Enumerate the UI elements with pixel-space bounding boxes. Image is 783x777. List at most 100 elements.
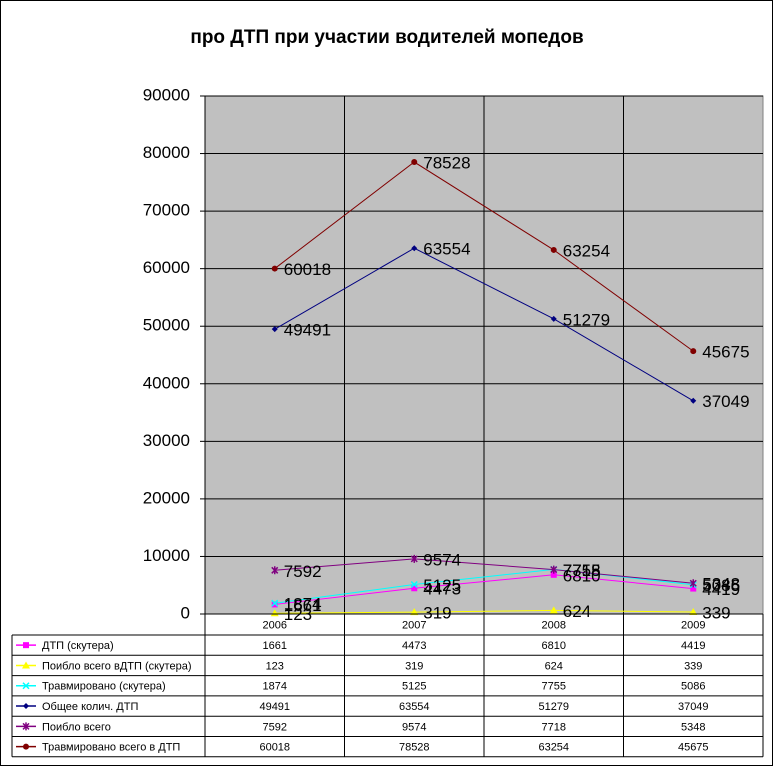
series-line [274,568,694,604]
table-cell: 4473 [402,640,426,652]
table-cell: 319 [405,660,423,672]
table-cell: 78528 [399,742,430,754]
data-label: 45675 [702,343,749,362]
y-tick-label: 20000 [143,488,190,507]
marker [410,554,418,563]
marker [411,245,418,252]
legend-label: Травмировано (скутера) [42,681,166,693]
data-label: 37049 [702,392,749,411]
data-label: 60018 [284,260,331,279]
marker [410,608,419,616]
marker [22,722,30,731]
y-tick-label: 70000 [143,201,190,220]
table-cell: 7592 [263,721,287,733]
marker [690,585,697,592]
table-cell: 63554 [399,701,430,713]
y-tick-label: 40000 [143,373,190,392]
data-label: 339 [702,604,730,623]
marker [23,743,29,750]
table-cell: 123 [266,660,284,672]
legend-entry: Поибло всего [16,721,111,733]
table-cell: 49491 [259,701,290,713]
series-line [274,574,694,605]
marker [410,580,418,589]
y-tick-label: 60000 [143,258,190,277]
table-cell: 1874 [263,681,287,693]
data-label: 4419 [702,580,740,599]
marker [270,609,279,617]
table-cell: 45675 [678,742,709,754]
marker [411,585,418,592]
marker [549,606,558,614]
data-label: 319 [423,604,451,623]
y-tick-label: 50000 [143,316,190,335]
data-label: 63254 [563,241,610,260]
data-label: 51279 [563,310,610,329]
marker [411,159,418,166]
legend-label: Общее колич. ДТП [42,701,138,713]
data-label: 1661 [284,596,322,615]
table-cell: 1661 [263,640,287,652]
y-tick-label: 0 [181,603,190,622]
data-label: 9574 [423,550,461,569]
data-label: 5348 [702,575,740,594]
legend-entry: Травмировано (скутера) [16,681,166,693]
marker [22,682,30,690]
table-cell: 6810 [542,640,566,652]
data-label: 49491 [284,321,331,340]
data-label: 63554 [423,240,470,259]
table-cell: 5086 [681,681,705,693]
data-label: 4473 [423,580,461,599]
data-label: 7718 [563,561,601,580]
series-line [274,558,694,584]
y-tick-label: 30000 [143,431,190,450]
legend-label: Поибло всего [42,721,111,733]
table-cell: 5348 [681,721,705,733]
table-cell: 4419 [681,640,705,652]
x-tick-label: 2007 [402,619,426,631]
marker [550,246,557,253]
legend-entry: Травмировано всего в ДТП [16,742,180,754]
marker [689,608,698,616]
chart-title: про ДТП при участии водителей мопедов [190,27,583,48]
marker [550,565,558,574]
marker [271,566,279,575]
data-label: 7592 [284,562,322,581]
table-cell: 9574 [402,721,426,733]
legend-entry: Поибло всего вДТП (скутера) [16,660,191,672]
data-label: 5125 [423,576,461,595]
marker [690,348,697,355]
series-line [274,247,694,402]
legend-entry: Общее колич. ДТП [16,701,138,713]
legend-entry: ДТП (скутера) [16,640,114,652]
x-tick-label: 2009 [681,619,705,631]
marker [271,599,279,607]
data-label: 7755 [563,561,601,580]
y-tick-label: 10000 [143,546,190,565]
table-cell: 624 [545,660,563,672]
marker [550,571,557,578]
x-tick-label: 2006 [263,619,287,631]
data-label: 624 [563,602,591,621]
y-tick-label: 90000 [143,85,190,104]
table-cell: 339 [684,660,702,672]
x-tick-label: 2008 [542,619,566,631]
table-cell: 51279 [538,701,569,713]
marker [690,397,697,404]
marker [550,315,557,322]
data-label: 5086 [702,576,740,595]
legend-label: Поибло всего вДТП (скутера) [42,660,191,672]
table-cell: 7755 [542,681,566,693]
table-cell: 7718 [542,721,566,733]
marker [22,661,30,669]
data-label: 78528 [423,154,470,173]
table-cell: 63254 [538,742,569,754]
data-label: 6810 [563,566,601,585]
y-tick-label: 80000 [143,143,190,162]
table-cell: 37049 [678,701,709,713]
table-cell: 60018 [259,742,290,754]
marker [23,642,29,649]
marker [23,703,29,710]
